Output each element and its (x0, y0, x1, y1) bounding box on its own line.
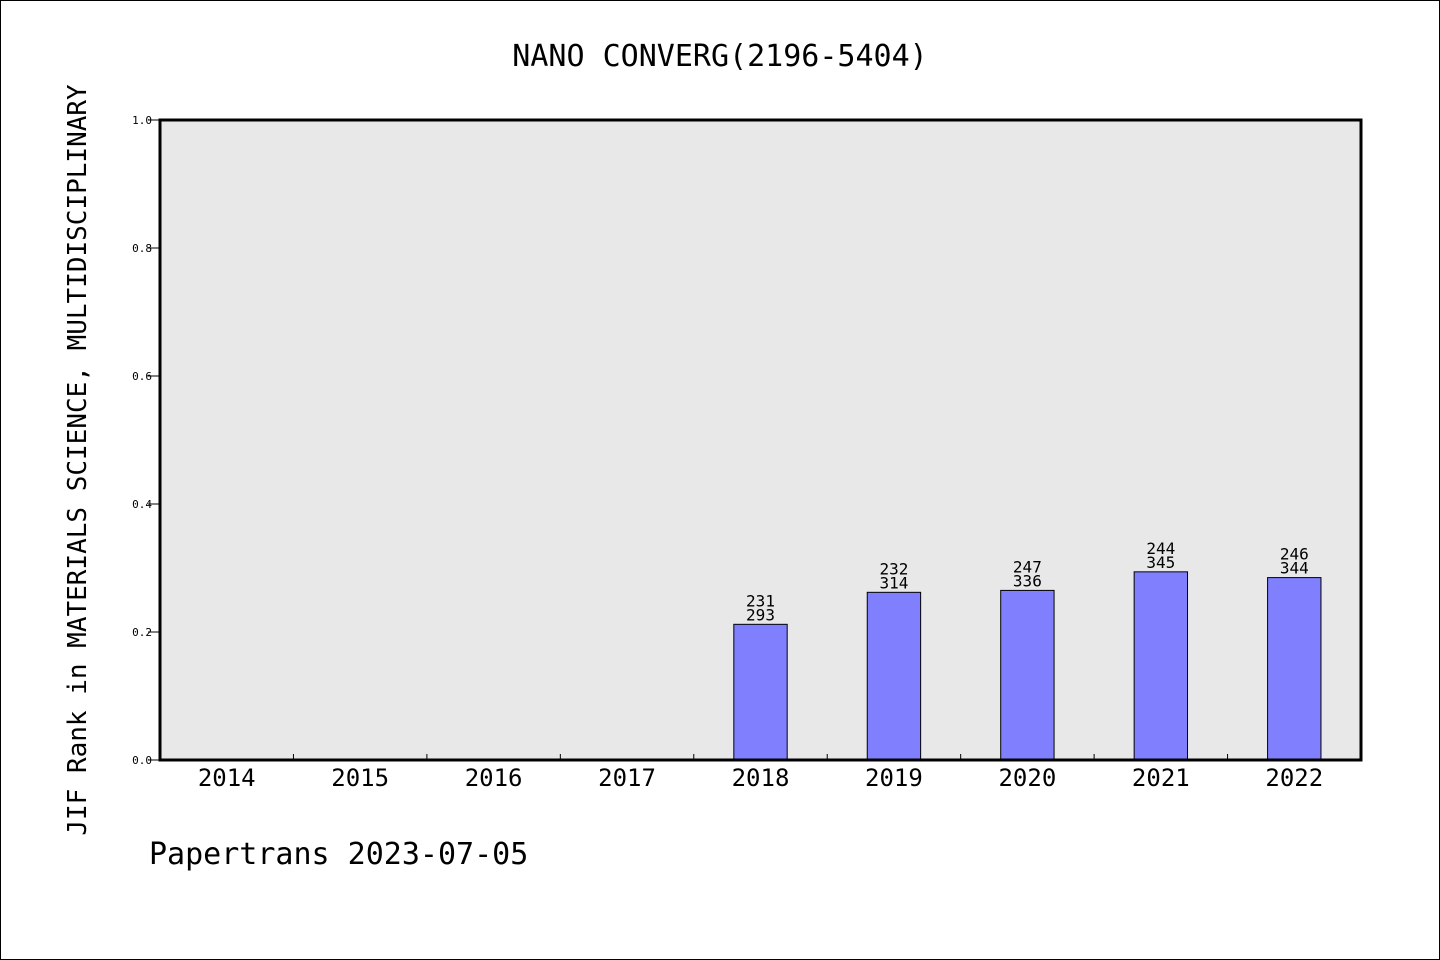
y-axis-ticks: 0.0 0.2 0.4 0.6 0.8 1.0 (132, 114, 160, 767)
y-tick-label: 0.6 (132, 370, 152, 383)
bar-rank-label: 231 (746, 591, 775, 610)
bar (1267, 577, 1322, 761)
y-tick-label: 0.0 (132, 754, 152, 767)
bar-rank-label: 247 (1013, 557, 1042, 576)
footer-credit: Papertrans 2023-07-05 (149, 837, 528, 872)
y-axis-label: JIF Rank in MATERIALS SCIENCE, MULTIDISC… (63, 84, 93, 836)
y-tick-label: 0.2 (132, 626, 152, 639)
bars (733, 571, 1322, 761)
x-tick-label: 2021 (1132, 764, 1190, 792)
bar-rank-label: 232 (879, 559, 908, 578)
plot-border (158, 118, 1363, 762)
x-tick-label: 2017 (598, 764, 656, 792)
x-tick-label: 2022 (1265, 764, 1323, 792)
chart-title: NANO CONVERG(2196-5404) (512, 39, 927, 74)
x-tick-label: 2020 (998, 764, 1056, 792)
bar-total-label: 293 (746, 605, 775, 624)
bar-total-label: 336 (1013, 571, 1042, 590)
bar (1000, 589, 1055, 761)
y-tick-label: 0.8 (132, 242, 152, 255)
x-tick-label: 2014 (198, 764, 256, 792)
x-tick-label: 2015 (331, 764, 389, 792)
bar-total-label: 314 (879, 573, 908, 592)
x-tick-label: 2016 (465, 764, 523, 792)
y-tick-label: 1.0 (132, 114, 152, 127)
y-tick-label: 0.4 (132, 498, 152, 511)
bar (733, 623, 788, 761)
bar (866, 591, 922, 761)
bar-rank-label: 244 (1146, 539, 1175, 558)
bar-total-label: 344 (1280, 559, 1309, 578)
bar (1133, 571, 1189, 761)
bar-total-label: 345 (1146, 553, 1175, 572)
x-axis-ticks: 2014 2015 2016 2017 2018 2019 2020 2021 2022 (198, 754, 1323, 792)
x-tick-label: 2019 (865, 764, 923, 792)
x-tick-label: 2018 (732, 764, 790, 792)
bar-rank-label: 246 (1280, 545, 1309, 564)
